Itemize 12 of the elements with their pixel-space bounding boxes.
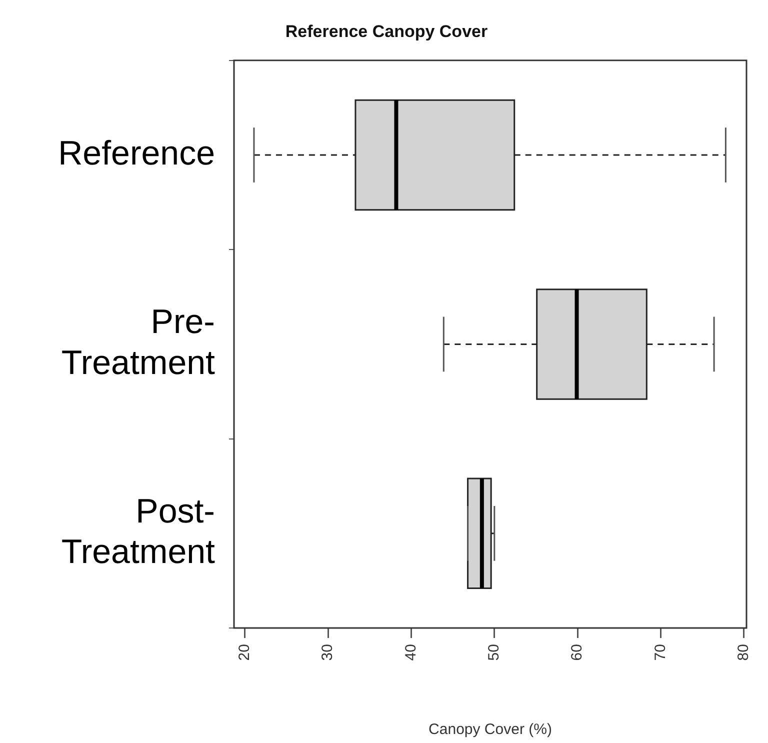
y-tick-label: Reference xyxy=(58,134,215,172)
y-tick-label: Pre-Treatment xyxy=(61,303,216,382)
x-tick-label: 50 xyxy=(486,644,503,661)
x-tick-label: 70 xyxy=(652,644,669,661)
x-tick-label: 20 xyxy=(236,644,253,661)
y-tick-label: Post-Treatment xyxy=(61,492,216,572)
chart-title: Reference Canopy Cover xyxy=(285,22,488,41)
x-tick-label: 40 xyxy=(402,644,420,661)
x-tick-label: 80 xyxy=(735,644,752,661)
x-tick-label: 30 xyxy=(319,644,336,661)
x-axis-title: Canopy Cover (%) xyxy=(428,721,552,738)
x-tick-label: 60 xyxy=(568,644,586,661)
